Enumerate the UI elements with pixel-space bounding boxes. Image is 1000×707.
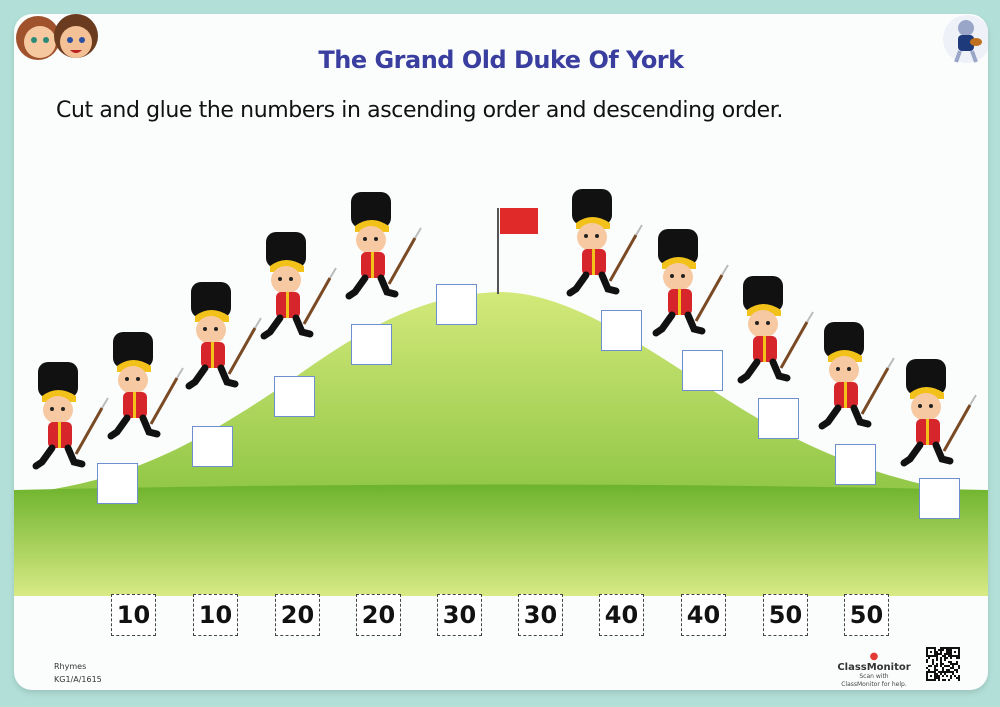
soldier-icon xyxy=(32,362,109,470)
number-cutout[interactable]: 10 xyxy=(193,594,238,636)
scan-line-1: Scan with xyxy=(859,673,889,680)
cat-fiddle-icon xyxy=(943,15,988,63)
brand-name: ClassMonitor xyxy=(837,662,911,673)
footer-info: Rhymes KG1/A/1615 xyxy=(54,660,102,686)
number-cutout[interactable]: 50 xyxy=(763,594,808,636)
hill-scene xyxy=(14,189,988,596)
number-cutout[interactable]: 40 xyxy=(599,594,644,636)
number-cutout[interactable]: 20 xyxy=(275,594,320,636)
glue-box[interactable] xyxy=(919,478,960,519)
soldier-icon xyxy=(652,229,729,337)
glue-box[interactable] xyxy=(758,398,799,439)
number-cutout[interactable]: 30 xyxy=(518,594,563,636)
brand-block: ● ClassMonitor Scan with ClassMonitor fo… xyxy=(832,651,916,689)
soldier-icon xyxy=(107,332,184,440)
flag-icon xyxy=(497,208,538,294)
glue-box[interactable] xyxy=(601,310,642,351)
number-cutout[interactable]: 30 xyxy=(437,594,482,636)
glue-box[interactable] xyxy=(436,284,477,325)
number-cutout[interactable]: 20 xyxy=(356,594,401,636)
glue-box[interactable] xyxy=(351,324,392,365)
worksheet-code: KG1/A/1615 xyxy=(54,675,102,684)
page-title: The Grand Old Duke Of York xyxy=(318,46,684,74)
category-label: Rhymes xyxy=(54,662,87,671)
worksheet-card: The Grand Old Duke Of York Cut and glue … xyxy=(14,14,988,690)
soldier-icon xyxy=(566,189,643,297)
number-cutout[interactable]: 10 xyxy=(111,594,156,636)
soldier-icon xyxy=(260,232,337,340)
glue-box[interactable] xyxy=(192,426,233,467)
kids-avatar-icon xyxy=(16,14,98,60)
glue-box[interactable] xyxy=(682,350,723,391)
glue-box[interactable] xyxy=(97,463,138,504)
soldier-icon xyxy=(900,359,977,467)
number-cutout[interactable]: 40 xyxy=(681,594,726,636)
soldier-icon xyxy=(818,322,895,430)
glue-box[interactable] xyxy=(274,376,315,417)
instruction-text: Cut and glue the numbers in ascending or… xyxy=(56,98,784,123)
number-cutout[interactable]: 50 xyxy=(844,594,889,636)
classmonitor-logo-icon: ● xyxy=(869,651,879,662)
soldier-icon xyxy=(345,192,422,300)
qr-code-icon xyxy=(926,647,960,681)
soldier-icon xyxy=(737,276,814,384)
glue-box[interactable] xyxy=(835,444,876,485)
soldier-icon xyxy=(185,282,262,390)
scan-line-2: ClassMonitor for help. xyxy=(841,681,907,688)
